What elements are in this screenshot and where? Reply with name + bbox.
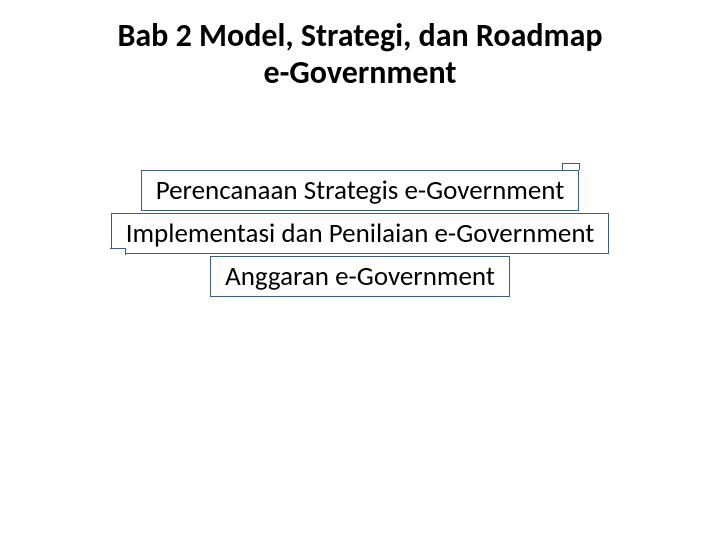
corner-notch-icon — [110, 248, 126, 255]
item-label-0: Perencanaan Strategis e-Government — [156, 174, 565, 207]
item-label-1: Implementasi dan Penilaian e-Government — [126, 217, 595, 250]
item-box-2: Anggaran e-Government — [210, 256, 510, 297]
slide-title: Bab 2 Model, Strategi, dan Roadmap e-Gov… — [0, 0, 720, 92]
corner-tab-icon — [562, 163, 580, 170]
title-line-1: Bab 2 Model, Strategi, dan Roadmap — [0, 18, 720, 55]
item-box-0: Perencanaan Strategis e-Government — [141, 170, 580, 211]
item-box-1: Implementasi dan Penilaian e-Government — [111, 213, 610, 254]
title-line-2: e-Government — [0, 55, 720, 92]
item-label-2: Anggaran e-Government — [225, 260, 495, 293]
content-list: Perencanaan Strategis e-Government Imple… — [0, 170, 720, 299]
